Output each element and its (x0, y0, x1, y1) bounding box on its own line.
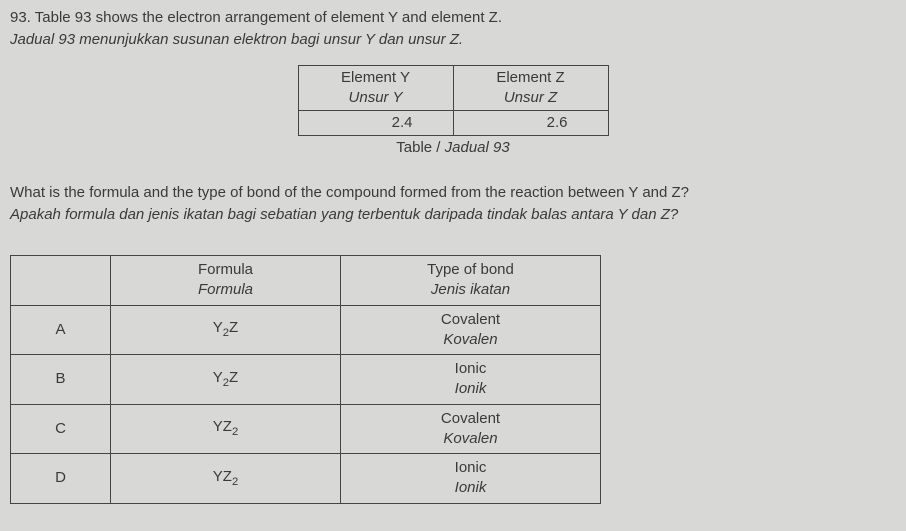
answer-bond: Covalent Kovalen (341, 404, 601, 454)
header-y-en: Element Y (307, 68, 445, 88)
answer-bond: Covalent Kovalen (341, 305, 601, 355)
answer-row-a: A Y2Z Covalent Kovalen (11, 305, 601, 355)
table93-value-y: 2.4 (298, 111, 453, 136)
bond-ms: Ionik (351, 478, 590, 498)
formula-header-en: Formula (121, 260, 330, 280)
bond-en: Covalent (351, 310, 590, 330)
answer-bond: Ionic Ionik (341, 355, 601, 405)
table93-container: Element Y Unsur Y Element Z Unsur Z 2.4 … (10, 65, 896, 159)
question-line-2: Jadual 93 menunjukkan susunan elektron b… (10, 30, 896, 50)
bond-en: Covalent (351, 409, 590, 429)
table-row: Formula Formula Type of bond Jenis ikata… (11, 256, 601, 306)
table93-header-z: Element Z Unsur Z (453, 65, 608, 111)
header-z-ms: Unsur Z (462, 88, 600, 108)
bond-en: Ionic (351, 458, 590, 478)
bond-ms: Kovalen (351, 429, 590, 449)
question-text-en: Table 93 shows the electron arrangement … (35, 9, 502, 26)
bond-en: Ionic (351, 359, 590, 379)
answer-formula: YZ2 (111, 454, 341, 504)
answer-label: C (11, 404, 111, 454)
answers-header-blank (11, 256, 111, 306)
answer-row-b: B Y2Z Ionic Ionik (11, 355, 601, 405)
answer-row-d: D YZ2 Ionic Ionik (11, 454, 601, 504)
bond-ms: Ionik (351, 379, 590, 399)
header-z-en: Element Z (462, 68, 600, 88)
bond-header-en: Type of bond (351, 260, 590, 280)
bond-header-ms: Jenis ikatan (351, 280, 590, 300)
question-number: 93. (10, 9, 31, 26)
answer-label: D (11, 454, 111, 504)
answers-table: Formula Formula Type of bond Jenis ikata… (10, 255, 601, 504)
table93-caption: Table / Jadual 93 (396, 138, 509, 158)
answer-label: A (11, 305, 111, 355)
prompt-ms: Apakah formula dan jenis ikatan bagi seb… (10, 205, 896, 225)
caption-en: Table / (396, 139, 444, 156)
prompt-en: What is the formula and the type of bond… (10, 183, 896, 203)
table93: Element Y Unsur Y Element Z Unsur Z 2.4 … (298, 65, 609, 137)
answers-header-formula: Formula Formula (111, 256, 341, 306)
header-y-ms: Unsur Y (307, 88, 445, 108)
answers-header-bond: Type of bond Jenis ikatan (341, 256, 601, 306)
caption-ms: Jadual 93 (445, 139, 510, 156)
answer-formula: Y2Z (111, 355, 341, 405)
answer-row-c: C YZ2 Covalent Kovalen (11, 404, 601, 454)
table-row: Element Y Unsur Y Element Z Unsur Z (298, 65, 608, 111)
answer-bond: Ionic Ionik (341, 454, 601, 504)
answer-formula: YZ2 (111, 404, 341, 454)
question-line-1: 93. Table 93 shows the electron arrangem… (10, 8, 896, 28)
bond-ms: Kovalen (351, 330, 590, 350)
table-row: 2.4 2.6 (298, 111, 608, 136)
answer-formula: Y2Z (111, 305, 341, 355)
table93-header-y: Element Y Unsur Y (298, 65, 453, 111)
formula-header-ms: Formula (121, 280, 330, 300)
answer-label: B (11, 355, 111, 405)
table93-value-z: 2.6 (453, 111, 608, 136)
